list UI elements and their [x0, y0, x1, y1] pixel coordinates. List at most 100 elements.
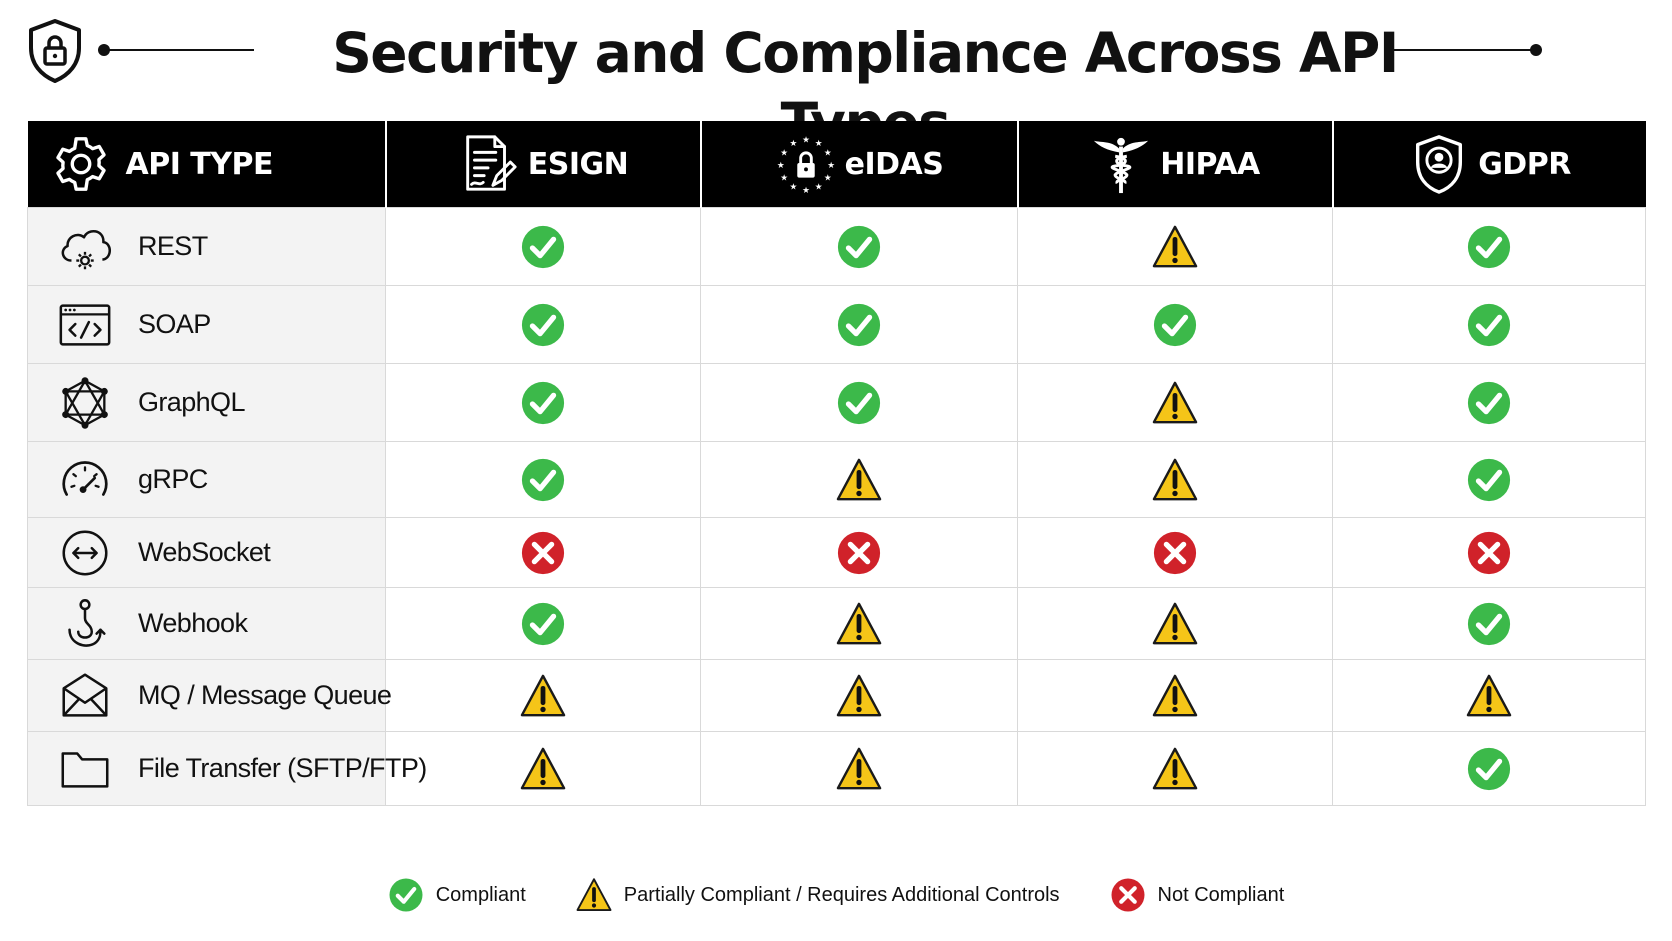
status-cell — [1332, 587, 1646, 660]
status-partial-icon — [520, 747, 566, 789]
status-cell — [1332, 517, 1646, 588]
row-header-graphql: GraphQL — [27, 363, 386, 442]
status-cell — [385, 731, 701, 806]
table-row-webhook: Webhook — [27, 587, 1646, 660]
svg-text:★: ★ — [802, 186, 810, 195]
header: Security and Compliance Across API Types — [0, 0, 1672, 155]
status-cell — [700, 731, 1018, 806]
svg-text:★: ★ — [824, 148, 832, 158]
status-partial-icon — [1152, 225, 1198, 267]
column-header-api-type: API TYPE — [27, 121, 386, 208]
svg-text:★: ★ — [780, 148, 788, 158]
status-compliant-icon — [837, 303, 881, 346]
legend-partial-icon — [576, 878, 612, 911]
header-row: API TYPE ESIGN — [27, 121, 1646, 208]
status-not-compliant-icon — [837, 531, 881, 574]
status-cell — [385, 441, 701, 518]
gear-icon — [55, 137, 106, 191]
table-row-websocket: WebSocket — [27, 517, 1646, 588]
row-label: REST — [138, 231, 208, 261]
status-cell — [1017, 731, 1333, 806]
status-cell — [1017, 517, 1333, 588]
status-cell — [1017, 587, 1333, 660]
column-header-label: ESIGN — [527, 146, 629, 182]
decorative-line-right — [1388, 49, 1536, 51]
table-row-soap: SOAP — [27, 285, 1646, 364]
status-cell — [385, 587, 701, 660]
speedometer-icon — [62, 460, 108, 496]
code-window-icon — [59, 303, 111, 346]
table-row-file-transfer: File Transfer (SFTP/FTP) — [27, 731, 1646, 806]
status-cell — [1017, 659, 1333, 732]
user-shield-icon — [1416, 135, 1463, 194]
status-compliant-icon — [1467, 381, 1511, 424]
legend-label: Not Compliant — [1157, 883, 1285, 906]
row-label: WebSocket — [138, 537, 271, 567]
status-cell — [700, 587, 1018, 660]
status-cell — [700, 207, 1018, 286]
decorative-line-left — [104, 49, 254, 51]
column-header-label: HIPAA — [1160, 146, 1260, 182]
column-header-esign: ESIGN — [384, 121, 701, 208]
column-header-eidas: ★ ★ ★ ★ ★ ★ ★ ★ ★ ★ ★ ★ — [699, 121, 1018, 208]
row-label: Webhook — [138, 608, 248, 638]
row-label: MQ / Message Queue — [138, 680, 392, 710]
webhook-hook-icon — [68, 598, 106, 647]
column-header-hipaa: HIPAA — [1016, 121, 1333, 208]
svg-text:★: ★ — [824, 173, 832, 183]
status-cell — [385, 517, 701, 588]
legend-label: Compliant — [435, 883, 526, 906]
status-partial-icon — [1152, 747, 1198, 789]
svg-text:★: ★ — [789, 139, 797, 149]
row-header-mq: MQ / Message Queue — [27, 659, 392, 732]
status-cell — [1332, 363, 1646, 442]
column-header-label: eIDAS — [844, 146, 944, 182]
status-compliant-icon — [1153, 303, 1197, 346]
status-cell — [385, 285, 701, 364]
table-row-graphql: GraphQL — [27, 363, 1646, 442]
status-cell — [1017, 285, 1333, 364]
status-cell — [700, 441, 1018, 518]
status-partial-icon — [520, 674, 566, 716]
status-compliant-icon — [1467, 225, 1511, 268]
status-cell — [700, 363, 1018, 442]
legend-label: Partially Compliant / Requires Additiona… — [623, 883, 1060, 906]
page-title: Security and Compliance Across API Types — [332, 21, 1399, 155]
eu-stars-lock-icon: ★ ★ ★ ★ ★ ★ ★ ★ ★ ★ ★ ★ — [777, 136, 835, 195]
svg-text:★: ★ — [780, 173, 788, 183]
cloud-gear-icon — [61, 229, 112, 269]
status-cell — [385, 363, 701, 442]
status-not-compliant-icon — [521, 531, 565, 574]
row-header-webhook: Webhook — [27, 587, 386, 660]
svg-text:★: ★ — [777, 161, 785, 171]
svg-text:★: ★ — [789, 183, 797, 193]
status-cell — [1332, 441, 1646, 518]
folder-icon — [61, 751, 109, 788]
column-header-label: GDPR — [1478, 146, 1571, 182]
status-cell — [1332, 207, 1646, 286]
status-partial-icon — [836, 674, 882, 716]
status-not-compliant-icon — [1153, 531, 1197, 574]
status-cell — [1017, 441, 1333, 518]
row-header-soap: SOAP — [27, 285, 386, 364]
status-compliant-icon — [521, 225, 565, 268]
status-compliant-icon — [521, 602, 565, 645]
status-cell — [1332, 285, 1646, 364]
status-compliant-icon — [521, 303, 565, 346]
row-header-file-transfer: File Transfer (SFTP/FTP) — [27, 731, 427, 806]
row-label: File Transfer (SFTP/FTP) — [138, 753, 427, 783]
row-header-rest: REST — [27, 207, 386, 286]
row-label: GraphQL — [138, 387, 245, 417]
table-row-grpc: gRPC — [27, 441, 1646, 518]
caduceus-icon — [1094, 137, 1149, 194]
legend-compliant-icon — [389, 878, 423, 912]
table-row-mq: MQ / Message Queue — [27, 659, 1646, 732]
legend-item-not-compliant: Not Compliant — [1110, 877, 1285, 913]
status-partial-icon — [836, 458, 882, 500]
decorative-dot-right — [1530, 44, 1542, 56]
status-partial-icon — [1466, 674, 1512, 716]
status-compliant-icon — [521, 381, 565, 424]
status-cell — [1017, 207, 1333, 286]
compliance-table: API TYPE ESIGN — [27, 121, 1646, 806]
status-compliant-icon — [1467, 303, 1511, 346]
